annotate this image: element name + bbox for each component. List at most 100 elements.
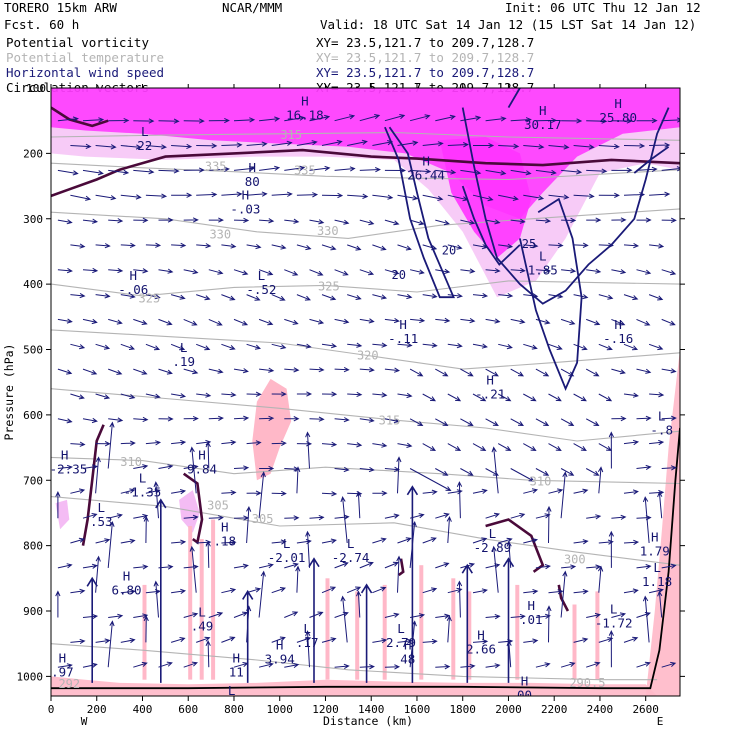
circulation-vector xyxy=(196,294,211,301)
circulation-vector xyxy=(472,443,487,451)
extremum-value: -2.01 xyxy=(268,550,306,565)
circulation-vector xyxy=(334,269,349,276)
circulation-vector xyxy=(120,194,142,200)
circulation-vector xyxy=(95,293,111,299)
circulation-vector xyxy=(447,443,462,451)
circulation-vector xyxy=(208,166,230,172)
extremum-letter: H xyxy=(539,103,547,118)
circulation-vector xyxy=(661,269,677,276)
field-label-theta: Potential temperature xyxy=(6,50,164,65)
circulation-vector xyxy=(246,391,262,397)
circulation-vector xyxy=(372,638,388,644)
circulation-vector xyxy=(170,637,186,643)
extremum-value: 22 xyxy=(137,138,152,153)
circulation-vector xyxy=(649,392,665,398)
circulation-vector xyxy=(70,537,85,544)
circulation-vector xyxy=(472,343,488,349)
extremum-value: 1.18 xyxy=(642,574,672,589)
circulation-vector xyxy=(372,392,388,398)
circulation-vector xyxy=(548,443,562,451)
circulation-vector xyxy=(158,464,174,470)
circulation-vector xyxy=(271,391,287,397)
circulation-vector xyxy=(491,446,499,494)
extremum-value: -2.89 xyxy=(474,540,512,555)
circulation-vector xyxy=(158,168,180,174)
circulation-vector xyxy=(108,613,124,619)
pv-shade-streak xyxy=(515,584,520,680)
circulation-vector xyxy=(560,368,575,377)
circulation-vector xyxy=(296,192,319,198)
circulation-vector xyxy=(384,418,400,424)
x-tick-label: 1800 xyxy=(449,703,476,716)
circulation-vector xyxy=(208,515,224,521)
circulation-vector xyxy=(636,515,652,521)
circulation-vector xyxy=(523,194,545,201)
circulation-vector xyxy=(258,471,266,519)
circulation-vector xyxy=(57,318,73,324)
extremum-letter: H xyxy=(59,650,67,665)
circulation-vector xyxy=(597,466,604,494)
extremum-letter: L xyxy=(159,693,167,708)
theta-label: 315 xyxy=(280,128,302,142)
circulation-vector xyxy=(623,439,640,446)
circulation-vectors xyxy=(55,114,680,683)
circulation-vector xyxy=(57,464,73,471)
circulation-vector xyxy=(372,342,388,348)
circulation-vector xyxy=(498,143,520,149)
circulation-vector xyxy=(472,393,487,402)
circulation-vector xyxy=(208,318,223,326)
x-tick-label: 1600 xyxy=(404,703,431,716)
circulation-vector xyxy=(510,169,532,176)
circulation-vector xyxy=(296,140,318,146)
valid-time: Valid: 18 UTC Sat 14 Jan 12 (15 LST Sat … xyxy=(320,17,696,32)
circulation-vector xyxy=(321,586,337,594)
circulation-vector xyxy=(284,318,299,325)
circulation-vector xyxy=(409,368,424,377)
circulation-vector xyxy=(535,564,551,570)
circulation-vector xyxy=(422,489,438,495)
circulation-vector xyxy=(259,218,275,224)
circulation-vector xyxy=(397,244,412,251)
circulation-vector xyxy=(510,613,526,620)
circulation-vector xyxy=(560,570,568,618)
circulation-vector xyxy=(359,114,381,122)
circulation-vector xyxy=(347,244,362,251)
circulation-vector xyxy=(183,368,199,375)
extremum-letter: H xyxy=(528,598,536,613)
circulation-vector xyxy=(208,415,224,421)
extremum-letter: H xyxy=(198,448,206,463)
circulation-vector xyxy=(258,269,274,276)
circulation-vector xyxy=(183,464,199,470)
circulation-vector xyxy=(82,464,99,470)
circulation-vector xyxy=(535,218,552,224)
pv-contour xyxy=(51,148,680,198)
circulation-vector xyxy=(305,431,311,469)
theta-label: 300 xyxy=(564,552,586,566)
extremum-letter: H xyxy=(486,373,494,388)
plot-area: 315 335 335 330 330 325 325 320 315 310 310 305 305 3… xyxy=(51,88,680,708)
circulation-vector xyxy=(347,193,369,199)
y-tick-label: 700 xyxy=(23,474,43,487)
circulation-vector xyxy=(95,555,101,593)
circulation-vector xyxy=(535,662,551,668)
extremum-letter: H xyxy=(242,188,250,203)
circulation-vector xyxy=(258,570,266,618)
circulation-vector xyxy=(120,242,136,248)
circulation-vector xyxy=(372,140,394,146)
circulation-vector xyxy=(246,191,268,197)
circulation-vector xyxy=(271,636,286,643)
circulation-vector xyxy=(472,639,489,645)
circulation-vector xyxy=(309,514,325,521)
circulation-vector xyxy=(573,393,587,402)
circulation-vector xyxy=(95,194,117,201)
circulation-vector xyxy=(145,242,162,248)
init-time: Init: 06 UTC Thu 12 Jan 12 xyxy=(505,0,701,15)
circulation-vector xyxy=(271,587,286,594)
pv-shade-region xyxy=(645,349,680,696)
circulation-vector xyxy=(107,520,115,568)
circulation-vector xyxy=(636,217,652,223)
circulation-vector xyxy=(189,446,197,494)
extremum-value: 1.79 xyxy=(640,543,670,558)
extremum-letter: L xyxy=(283,536,291,551)
circulation-vector xyxy=(497,393,512,402)
